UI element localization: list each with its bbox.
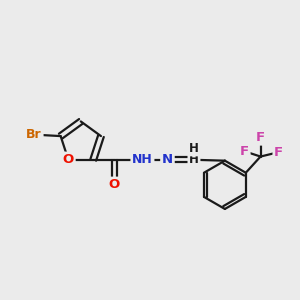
Text: NH: NH [132, 153, 153, 166]
Text: N: N [162, 153, 173, 166]
Text: F: F [256, 131, 265, 144]
Text: F: F [240, 145, 249, 158]
Text: H: H [189, 153, 199, 166]
Text: H: H [189, 142, 199, 155]
Text: F: F [274, 146, 283, 159]
Text: O: O [109, 178, 120, 191]
Text: O: O [63, 153, 74, 166]
Text: Br: Br [26, 128, 42, 141]
